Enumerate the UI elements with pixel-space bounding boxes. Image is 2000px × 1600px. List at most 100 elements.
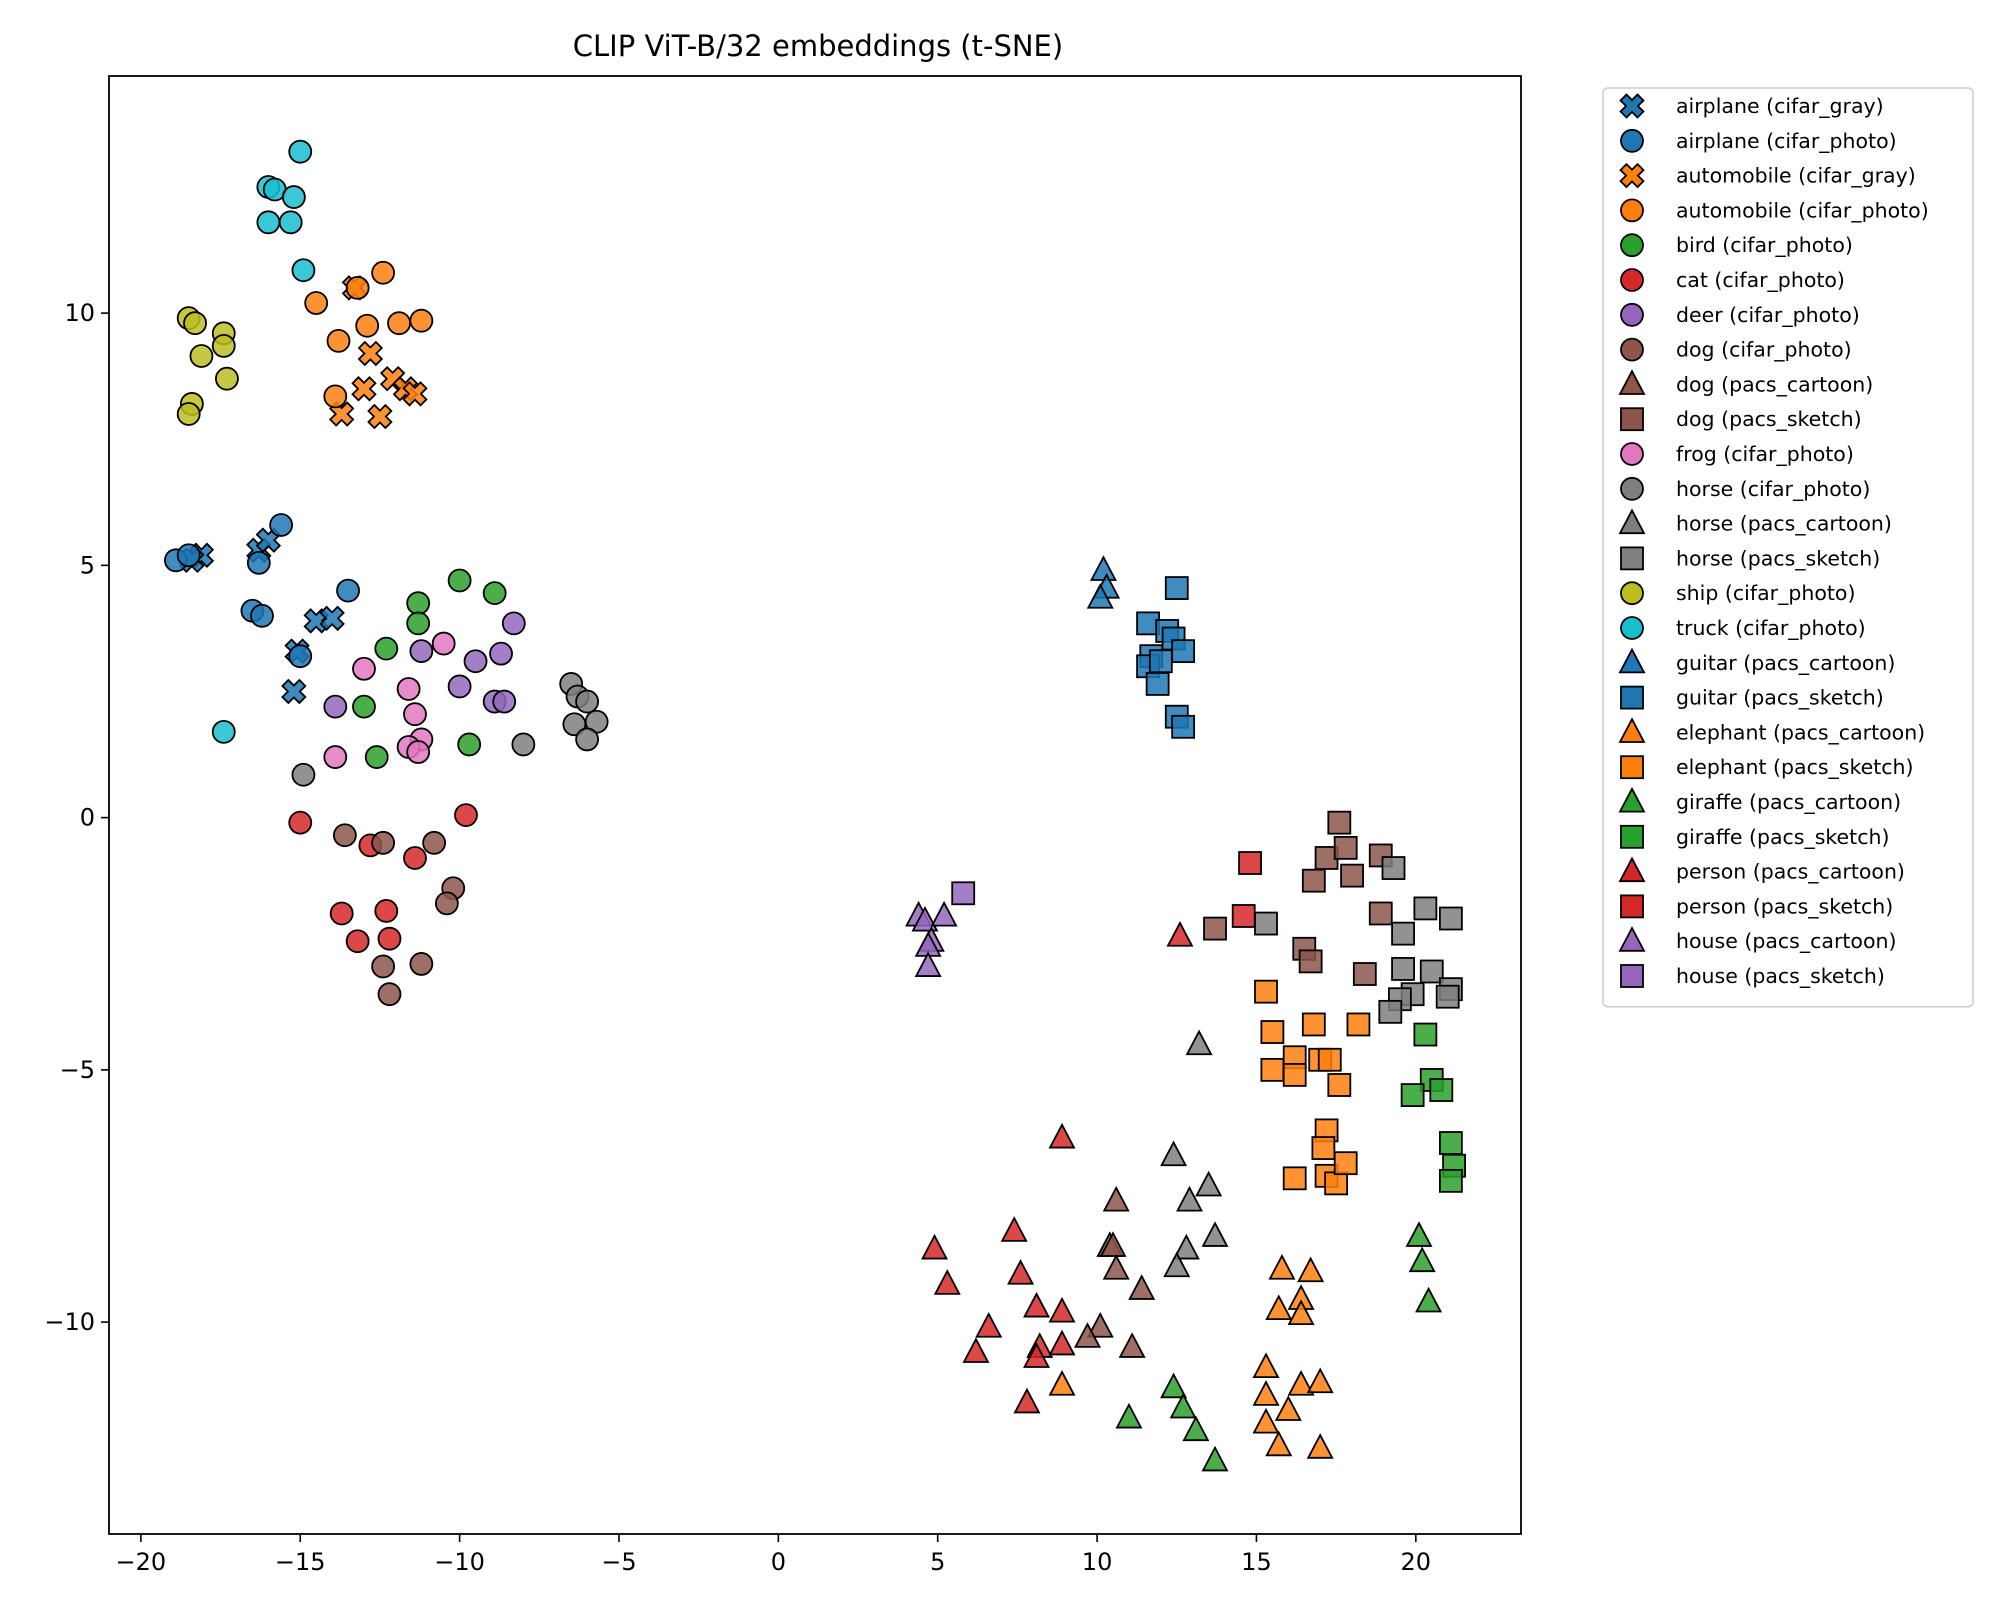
data-point	[1169, 1392, 1197, 1419]
data-point	[1102, 1185, 1130, 1212]
legend-entry: horse (pacs_cartoon)	[1618, 508, 1892, 537]
data-point	[921, 1233, 949, 1260]
x-tick-label: 10	[1082, 1548, 1113, 1576]
data-point	[1007, 1259, 1035, 1285]
legend-label: automobile (cifar_photo)	[1676, 198, 1929, 223]
x-tick-label: −10	[434, 1548, 485, 1576]
data-point	[215, 366, 239, 391]
data-point	[1419, 959, 1444, 984]
data-point	[1171, 714, 1196, 739]
series-group	[1203, 810, 1393, 986]
x-tick-label: −15	[275, 1548, 326, 1576]
data-point	[291, 258, 316, 283]
series-group	[905, 900, 958, 977]
legend-label: house (pacs_sketch)	[1676, 964, 1885, 989]
legend-marker	[1620, 302, 1644, 327]
data-point	[975, 1312, 1003, 1338]
legend-entry: giraffe (pacs_sketch)	[1620, 825, 1889, 850]
series-group	[164, 513, 360, 669]
data-point	[1282, 1063, 1307, 1087]
data-point	[352, 694, 376, 719]
data-point	[374, 636, 399, 661]
data-point	[951, 881, 976, 906]
data-point	[1333, 1151, 1358, 1176]
legend-entry: airplane (cifar_gray)	[1619, 93, 1884, 119]
data-point	[323, 384, 348, 409]
series-group	[1136, 576, 1196, 739]
plot-frame	[108, 75, 1522, 1535]
x-tick-label: 0	[771, 1548, 786, 1576]
legend-label: horse (pacs_cartoon)	[1676, 512, 1892, 537]
data-point	[189, 344, 214, 368]
data-point	[403, 846, 427, 870]
data-point	[406, 740, 431, 764]
series-group	[1160, 1029, 1229, 1278]
data-point	[930, 900, 958, 927]
legend-entry: automobile (cifar_gray)	[1619, 162, 1916, 189]
legend-label: cat (cifar_photo)	[1676, 268, 1845, 293]
data-point	[1438, 1131, 1463, 1155]
series-group	[1048, 1254, 1334, 1459]
data-point	[1201, 1445, 1229, 1472]
data-point	[409, 308, 434, 333]
series-group	[1074, 1185, 1156, 1358]
data-point	[1327, 1073, 1352, 1097]
data-point	[364, 745, 389, 769]
legend-label: person (pacs_cartoon)	[1676, 860, 1905, 885]
data-point	[1254, 979, 1278, 1004]
data-point	[1252, 1380, 1280, 1406]
data-point	[377, 926, 402, 951]
legend-marker	[1620, 964, 1644, 988]
data-point	[1311, 1136, 1336, 1160]
data-point	[351, 376, 377, 402]
legend-label: guitar (pacs_cartoon)	[1676, 651, 1895, 676]
legend-entry: cat (cifar_photo)	[1620, 268, 1845, 293]
data-point	[183, 311, 207, 336]
legend-marker	[1620, 128, 1644, 153]
data-point	[1238, 851, 1262, 875]
legend-marker	[1620, 407, 1644, 432]
series-group	[323, 631, 456, 769]
data-point	[1166, 921, 1194, 947]
x-tick-label: −5	[601, 1548, 636, 1576]
data-point	[355, 313, 380, 338]
data-point	[501, 611, 526, 636]
data-point	[1160, 1372, 1188, 1399]
data-point	[1164, 576, 1189, 600]
series-group	[332, 823, 466, 1007]
data-point	[1203, 916, 1227, 941]
data-point	[1381, 856, 1406, 880]
data-point	[1201, 1221, 1229, 1247]
data-point	[447, 674, 472, 699]
legend-marker	[1618, 717, 1646, 743]
legend-label: dog (pacs_sketch)	[1676, 407, 1862, 432]
data-point	[1405, 1221, 1433, 1247]
data-point	[1074, 1322, 1102, 1348]
legend-entry: house (pacs_cartoon)	[1618, 926, 1897, 954]
data-point	[176, 543, 201, 568]
data-point	[1185, 1029, 1213, 1056]
data-point	[1160, 1140, 1188, 1167]
data-point	[211, 334, 236, 358]
legend-marker	[1620, 581, 1644, 606]
series-group	[304, 260, 434, 409]
series-group	[1231, 851, 1262, 928]
legend-marker	[1620, 894, 1644, 919]
legend-label: truck (cifar_photo)	[1676, 616, 1866, 641]
legend-entry: dog (cifar_photo)	[1620, 338, 1852, 363]
legend-entry: truck (cifar_photo)	[1620, 616, 1866, 641]
data-point	[1413, 896, 1438, 921]
legend-label: horse (pacs_sketch)	[1676, 546, 1880, 571]
data-point	[1301, 1012, 1326, 1037]
data-point	[1297, 1256, 1325, 1283]
series-group	[951, 881, 976, 906]
y-tick-label: 0	[80, 804, 95, 832]
data-point	[1048, 1296, 1076, 1323]
data-point	[323, 745, 348, 769]
data-point	[371, 954, 396, 979]
data-point	[329, 901, 354, 926]
data-point	[1172, 1233, 1200, 1260]
legend-label: airplane (cifar_photo)	[1676, 129, 1897, 154]
data-point	[387, 311, 411, 336]
data-point	[269, 513, 294, 537]
